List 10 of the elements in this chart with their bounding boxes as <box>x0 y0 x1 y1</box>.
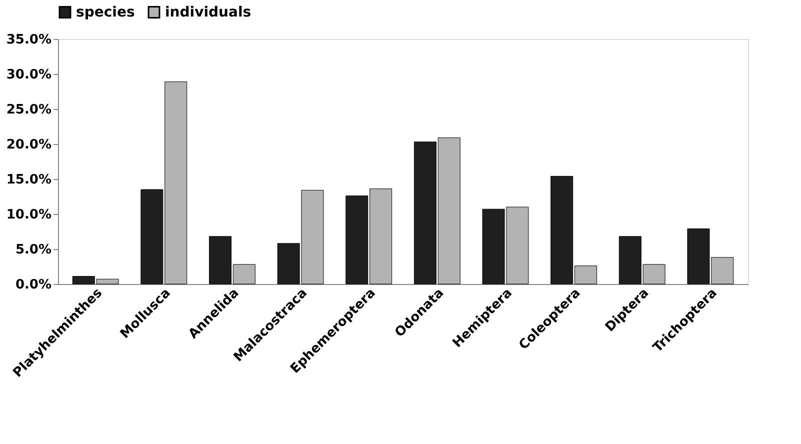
y-tick-label: 0.0% <box>15 278 52 292</box>
y-tick-label: 10.0% <box>6 208 52 222</box>
y-tick-label: 35.0% <box>6 32 52 48</box>
y-tick-label: 20.0% <box>6 138 52 152</box>
y-tick-label: 25.0% <box>6 102 52 118</box>
legend-label: individuals <box>165 4 252 20</box>
y-tick-label: 15.0% <box>6 172 52 188</box>
y-tick-label: 5.0% <box>15 242 52 258</box>
legend-label: species <box>76 4 135 20</box>
y-tick-label: 30.0% <box>6 68 52 82</box>
